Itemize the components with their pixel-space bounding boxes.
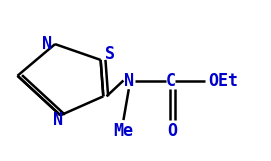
Text: N: N — [53, 111, 63, 129]
Text: N: N — [124, 71, 134, 90]
Text: OEt: OEt — [208, 71, 238, 90]
Text: C: C — [165, 71, 175, 90]
Text: S: S — [105, 45, 115, 63]
Text: O: O — [167, 122, 178, 140]
Text: Me: Me — [114, 122, 133, 140]
Text: N: N — [42, 35, 52, 53]
